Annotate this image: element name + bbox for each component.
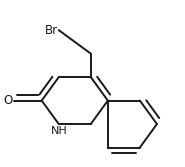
Text: NH: NH [50,126,67,136]
Text: Br: Br [45,24,58,37]
Text: O: O [4,94,13,107]
